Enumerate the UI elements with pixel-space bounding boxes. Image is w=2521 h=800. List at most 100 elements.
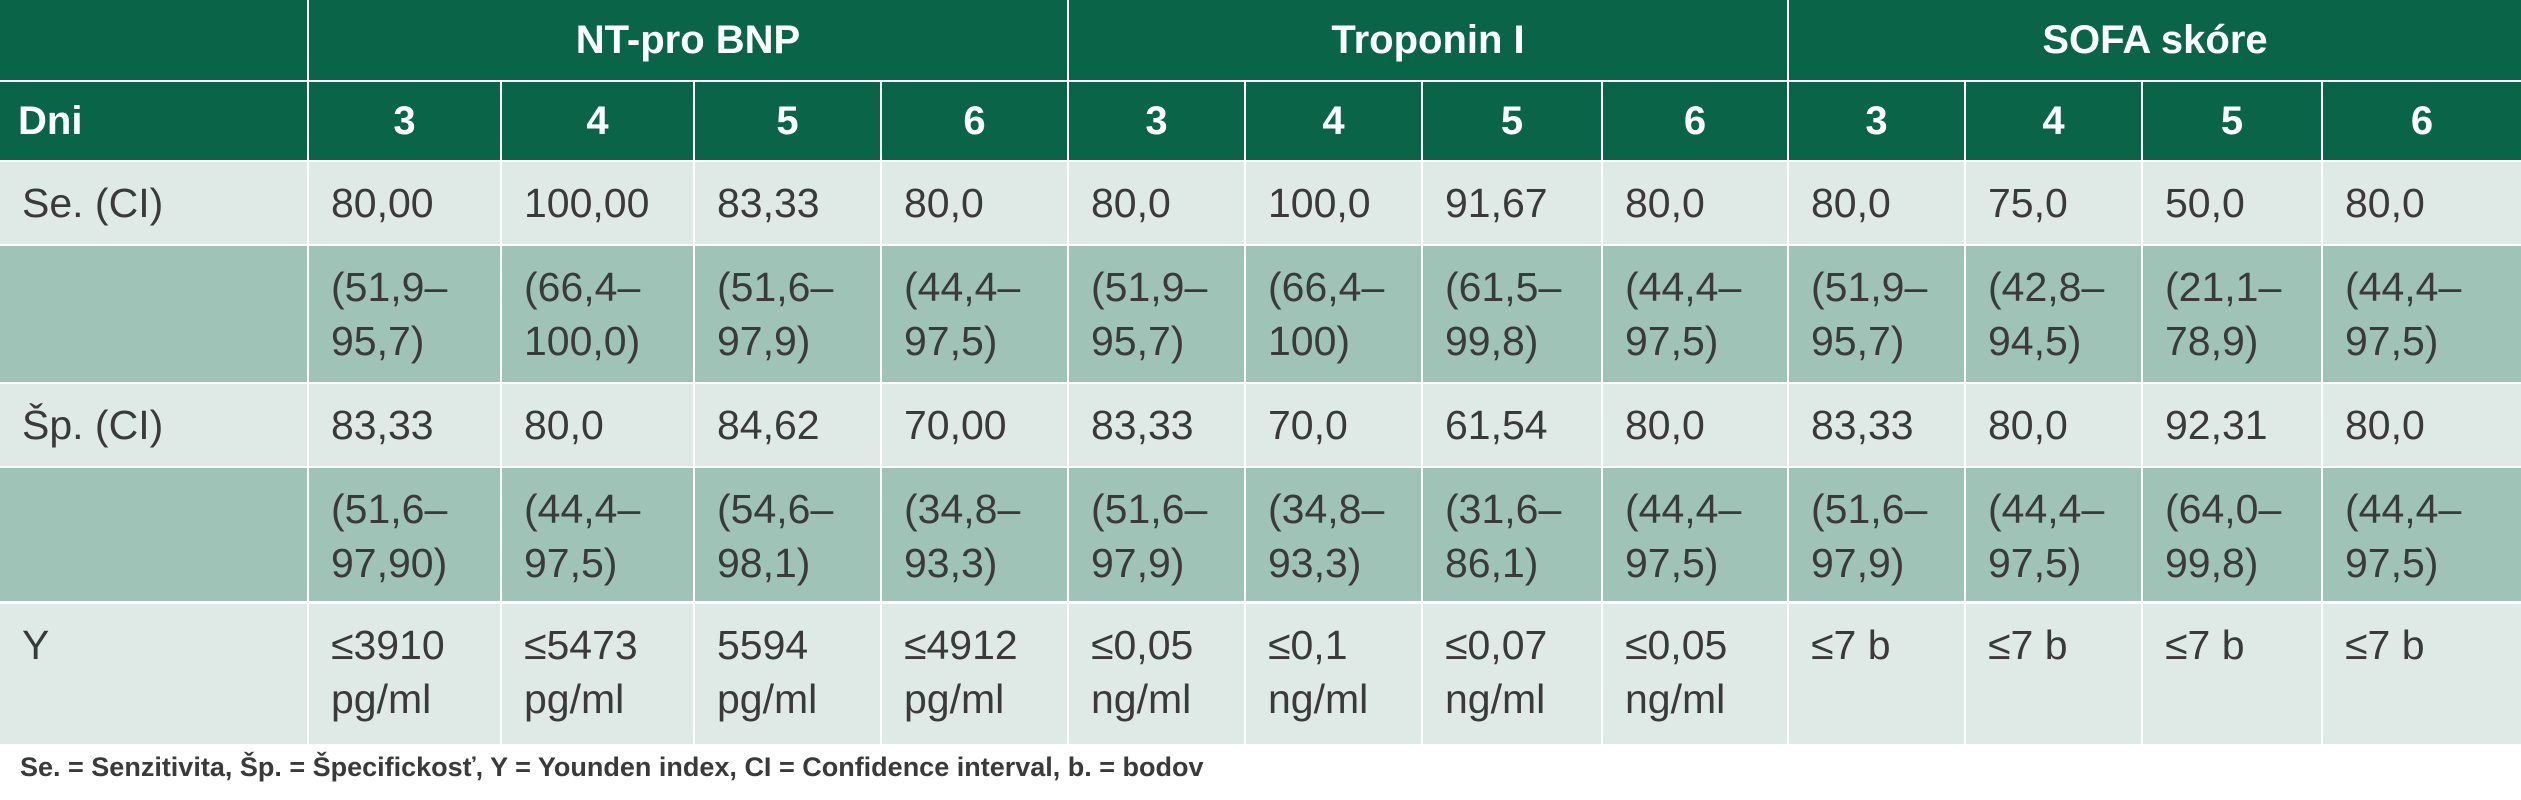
day-header-cell: 6: [1601, 82, 1787, 162]
cell-value: 80,0: [524, 402, 604, 448]
table-row: (51,6– 97,90) (44,4– 97,5) (54,6– 98,1) (34…: [0, 468, 2521, 604]
cell-value: (44,4– 97,5): [1625, 486, 1742, 586]
group-header-sofa: SOFA skóre: [1787, 0, 2521, 82]
table-cell: (51,9– 95,7): [307, 246, 500, 384]
cell-value: ≤0,07 ng/ml: [1445, 622, 1548, 722]
table-cell: ≤7 b: [2321, 604, 2521, 746]
table-cell: (21,1– 78,9): [2141, 246, 2321, 384]
cell-value: 5594 pg/ml: [717, 622, 818, 722]
table-cell: ≤3910 pg/ml: [307, 604, 500, 746]
table-cell: 83,33: [307, 384, 500, 468]
cell-value: (42,8– 94,5): [1988, 264, 2105, 364]
table-cell: (66,4– 100): [1244, 246, 1421, 384]
table-cell: 80,0: [1964, 384, 2141, 468]
table-cell: (61,5– 99,8): [1421, 246, 1601, 384]
table-cell: 80,0: [1067, 162, 1244, 246]
cell-value: (21,1– 78,9): [2165, 264, 2282, 364]
cell-value: (51,9– 95,7): [331, 264, 448, 364]
day-header-cell: 4: [500, 82, 693, 162]
table-cell: 80,0: [2321, 162, 2521, 246]
table-footnote: Se. = Senzitivita, Šp. = Špecifickosť, Y…: [20, 752, 1204, 782]
table-cell: (64,0– 99,8): [2141, 468, 2321, 604]
cell-value: 80,0: [1625, 402, 1705, 448]
row-label: [0, 246, 307, 384]
cell-value: (54,6– 98,1): [717, 486, 834, 586]
row-label-text: Se. (CI): [22, 180, 164, 226]
table-cell: (44,4– 97,5): [880, 246, 1067, 384]
cell-value: (64,0– 99,8): [2165, 486, 2282, 586]
table-cell: (51,6– 97,9): [1067, 468, 1244, 604]
table-cell: 75,0: [1964, 162, 2141, 246]
cell-value: (51,9– 95,7): [1811, 264, 1928, 364]
table-cell: (54,6– 98,1): [693, 468, 880, 604]
table-cell: 70,0: [1244, 384, 1421, 468]
table-cell: ≤0,07 ng/ml: [1421, 604, 1601, 746]
table-cell: ≤7 b: [1964, 604, 2141, 746]
day-header-cell: 5: [2141, 82, 2321, 162]
group-header-troponin-i: Troponin I: [1067, 0, 1787, 82]
table-cell: (66,4– 100,0): [500, 246, 693, 384]
table-cell: 83,33: [1787, 384, 1964, 468]
table-cell: 83,33: [693, 162, 880, 246]
cell-value: (51,6– 97,9): [717, 264, 834, 364]
table-cell: (34,8– 93,3): [880, 468, 1067, 604]
cell-value: 91,67: [1445, 180, 1548, 226]
table-cell: 61,54: [1421, 384, 1601, 468]
cell-value: 80,0: [1091, 180, 1171, 226]
table-cell: 70,00: [880, 384, 1067, 468]
day-header-cell: 3: [307, 82, 500, 162]
table-row: Se. (CI) 80,00 100,00 83,33 80,0 80,0 100,0 91,…: [0, 162, 2521, 246]
table-cell: ≤0,1 ng/ml: [1244, 604, 1421, 746]
table-cell: 50,0: [2141, 162, 2321, 246]
cell-value: 50,0: [2165, 180, 2245, 226]
table-row: Šp. (CI) 83,33 80,0 84,62 70,00 83,33 70,0 61,5…: [0, 384, 2521, 468]
table-cell: 100,00: [500, 162, 693, 246]
cell-value: (51,6– 97,90): [331, 486, 448, 586]
table-cell: (44,4– 97,5): [1601, 468, 1787, 604]
table-cell: 83,33: [1067, 384, 1244, 468]
row-label: [0, 468, 307, 604]
table-cell: (44,4– 97,5): [1964, 468, 2141, 604]
table-cell: (44,4– 97,5): [2321, 246, 2521, 384]
row-label-text: Šp. (CI): [22, 402, 164, 448]
table-cell: (44,4– 97,5): [2321, 468, 2521, 604]
cell-value: (66,4– 100): [1268, 264, 1385, 364]
cell-value: ≤7 b: [1988, 622, 2068, 668]
table-cell: 5594 pg/ml: [693, 604, 880, 746]
cell-value: ≤0,05 ng/ml: [1091, 622, 1194, 722]
table-row: Y ≤3910 pg/ml ≤5473 pg/ml 5594 pg/ml ≤4912 p…: [0, 604, 2521, 746]
day-header-cell: 5: [693, 82, 880, 162]
table-cell: (31,6– 86,1): [1421, 468, 1601, 604]
cell-value: ≤0,1 ng/ml: [1268, 622, 1369, 722]
cell-value: ≤4912 pg/ml: [904, 622, 1018, 722]
cell-value: 70,0: [1268, 402, 1348, 448]
group-header-nt-pro-bnp: NT-pro BNP: [307, 0, 1067, 82]
cell-value: 80,0: [2345, 402, 2425, 448]
table-cell: ≤7 b: [2141, 604, 2321, 746]
table-cell: (51,6– 97,90): [307, 468, 500, 604]
header-corner: [0, 0, 307, 82]
table-cell: (42,8– 94,5): [1964, 246, 2141, 384]
table-cell: ≤7 b: [1787, 604, 1964, 746]
table-cell: 80,0: [2321, 384, 2521, 468]
cell-value: 83,33: [717, 180, 820, 226]
cell-value: 61,54: [1445, 402, 1548, 448]
cell-value: 75,0: [1988, 180, 2068, 226]
table-row: (51,9– 95,7) (66,4– 100,0) (51,6– 97,9) (44…: [0, 246, 2521, 384]
cell-value: (44,4– 97,5): [904, 264, 1021, 364]
day-header-cell: 6: [2321, 82, 2521, 162]
cell-value: (44,4– 97,5): [2345, 486, 2462, 586]
cell-value: 80,0: [904, 180, 984, 226]
table-cell: 80,00: [307, 162, 500, 246]
cell-value: 100,0: [1268, 180, 1371, 226]
table-cell: ≤0,05 ng/ml: [1067, 604, 1244, 746]
day-header-cell: 5: [1421, 82, 1601, 162]
cell-value: (61,5– 99,8): [1445, 264, 1562, 364]
table-cell: (44,4– 97,5): [500, 468, 693, 604]
cell-value: (44,4– 97,5): [1988, 486, 2105, 586]
row-label-header: Dni: [0, 82, 307, 162]
row-label-text: Y: [22, 622, 50, 668]
cell-value: (44,4– 97,5): [1625, 264, 1742, 364]
